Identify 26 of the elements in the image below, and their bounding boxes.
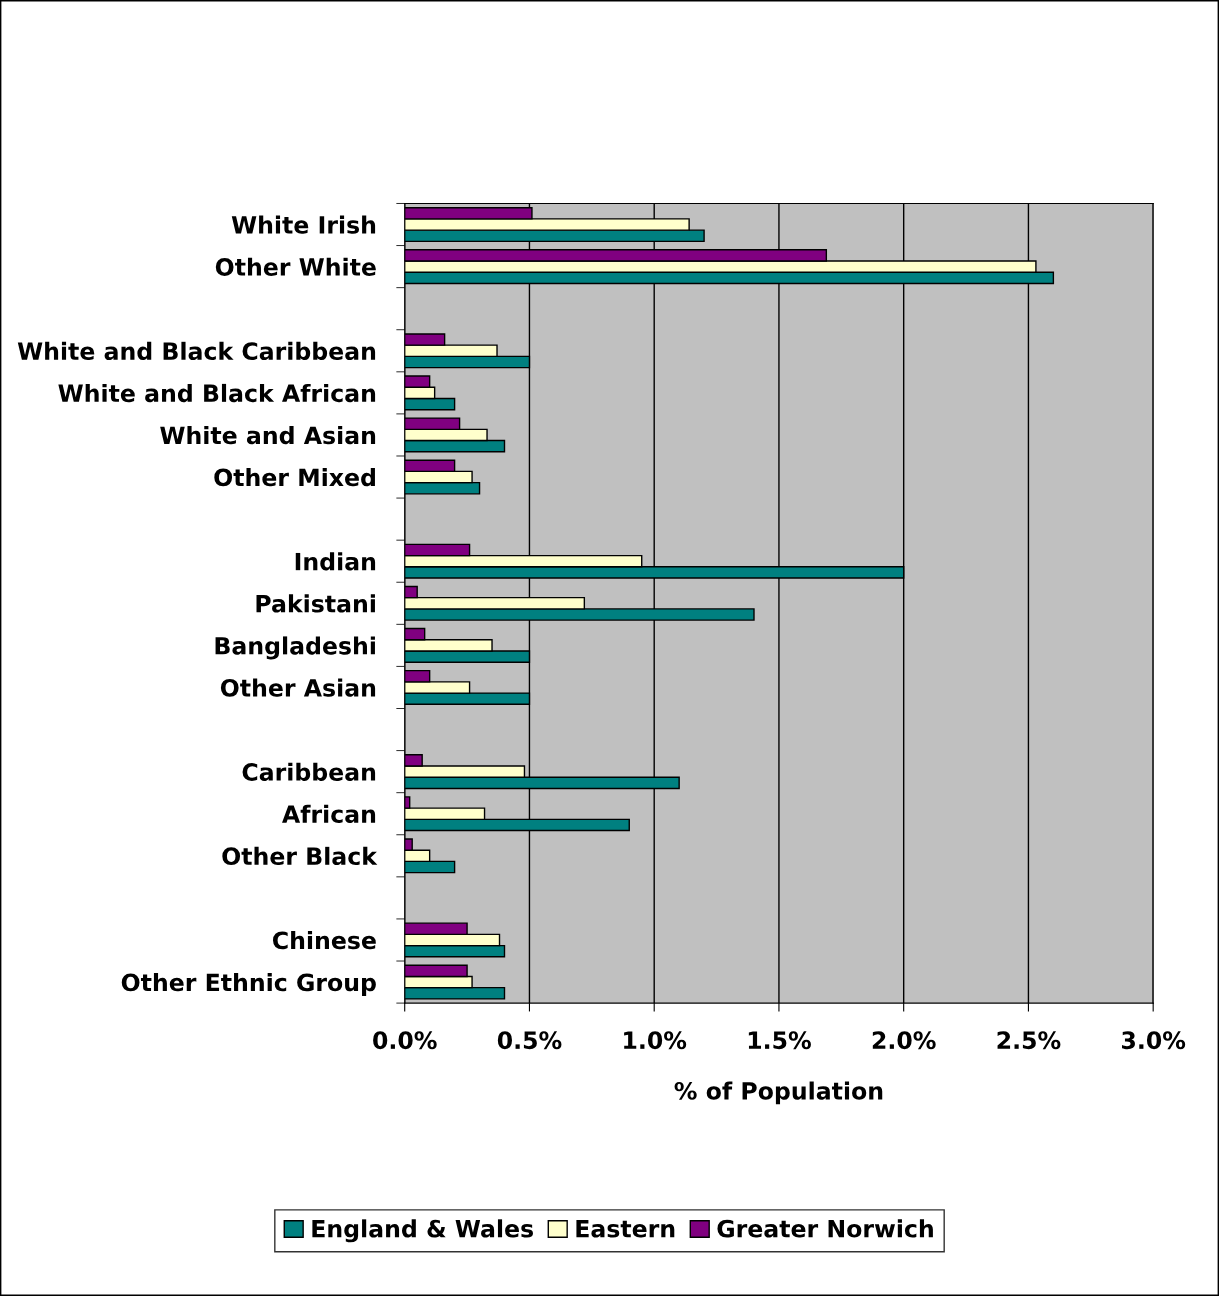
y-tick-label: Other White — [215, 257, 376, 276]
x-tick-label: 0.5% — [497, 1031, 562, 1050]
y-tick-label: Other Mixed — [214, 468, 375, 487]
y-tick-label: White Irish — [231, 215, 376, 234]
y-tick-label: African — [282, 804, 376, 824]
x-axis-title: % of Population — [674, 1081, 883, 1105]
y-tick-label: Pakistani — [256, 594, 375, 613]
legend-label: England & Wales — [312, 1219, 533, 1243]
x-tick-label: 1.5% — [748, 1031, 811, 1050]
x-tick-label: 0.0% — [373, 1031, 437, 1050]
legend-label: Eastern — [576, 1220, 675, 1238]
y-tick-label: Other Ethnic Group — [121, 973, 376, 996]
y-tick-label: White and Black Caribbean — [17, 341, 376, 361]
x-tick-label: 2.5% — [997, 1031, 1061, 1050]
y-tick-label: Other Asian — [220, 678, 376, 697]
y-tick-label: Bangladeshi — [215, 636, 375, 660]
x-tick-label: 3.0% — [1122, 1031, 1186, 1050]
y-tick-label: Indian — [295, 552, 376, 571]
y-tick-label: Caribbean — [242, 762, 376, 781]
y-tick-label: White and Black African — [58, 383, 376, 403]
x-tick-label: 1.0% — [624, 1031, 687, 1050]
legend-label: Greater Norwich — [717, 1219, 933, 1238]
y-tick-label: Chinese — [272, 931, 376, 950]
y-tick-label: Other Black — [222, 846, 378, 866]
x-tick-label: 2.0% — [872, 1031, 936, 1050]
y-tick-label: White and Asian — [160, 425, 376, 445]
